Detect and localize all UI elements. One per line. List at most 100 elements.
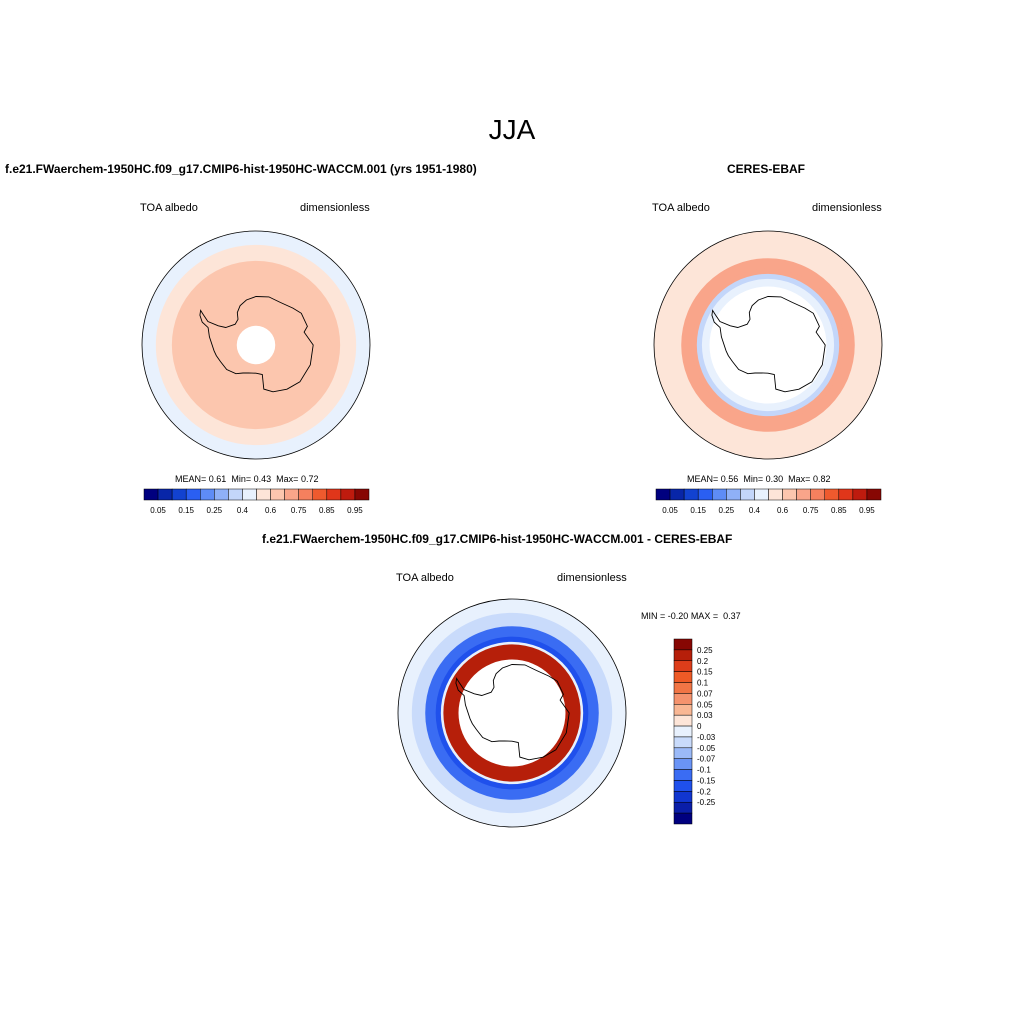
colorbar-tick-label: -0.03 <box>697 733 716 742</box>
coastline <box>711 296 826 393</box>
colorbar-box <box>326 488 342 501</box>
colorbar-tick-label: 0.25 <box>207 506 223 515</box>
panel2-max-label: Max= <box>788 474 811 484</box>
panel2-max-value: 0.82 <box>812 474 831 484</box>
colorbar-box <box>740 488 755 501</box>
colorbar-box <box>340 488 356 501</box>
colorbar-tick-label: 0.25 <box>719 506 735 515</box>
panel1-max-value: 0.72 <box>300 474 319 484</box>
colorbar-tick-label: 0.6 <box>777 506 789 515</box>
colorbar-box <box>655 488 671 501</box>
panel1-min-value: 0.43 <box>253 474 272 484</box>
colorbar-box <box>673 801 693 814</box>
panel2-min-label: Min= <box>743 474 764 484</box>
colorbar-tick-label: 0.6 <box>265 506 277 515</box>
colorbar-box <box>866 488 882 501</box>
colorbar-box <box>712 488 727 501</box>
colorbar-box <box>242 488 257 501</box>
colorbar-box <box>852 488 868 501</box>
colorbar-box <box>185 488 201 501</box>
panel3-max-label: MAX = <box>690 611 719 621</box>
panel1-right-label: dimensionless <box>300 202 370 214</box>
colorbar-box <box>673 780 693 792</box>
colorbar-box <box>673 638 693 651</box>
panel1-min-label: Min= <box>231 474 252 484</box>
panel3-min-label: MIN = <box>641 611 666 621</box>
colorbar-box <box>810 488 825 501</box>
zone-6 <box>458 659 566 767</box>
panel1-title: f.e21.FWaerchem-1950HC.f09_g17.CMIP6-his… <box>5 162 477 176</box>
colorbar-box <box>673 682 693 694</box>
colorbar-box <box>256 488 271 501</box>
colorbar-tick-label: 0.2 <box>697 657 709 666</box>
colorbar-box <box>754 488 769 501</box>
colorbar-tick-label: -0.1 <box>697 766 711 775</box>
colorbar-box <box>824 488 840 501</box>
colorbar-box <box>673 704 693 716</box>
zone-6 <box>709 286 827 404</box>
figure-title: JJA <box>488 114 536 145</box>
colorbar-tick-label: 0.05 <box>697 700 713 709</box>
coastline <box>455 664 570 761</box>
colorbar-box <box>673 812 693 825</box>
colorbar-box <box>673 791 693 803</box>
panel2-mean-value: 0.56 <box>720 474 739 484</box>
panel3-max-value: 0.37 <box>723 611 741 621</box>
colorbar-box <box>673 725 693 738</box>
colorbar-tick-label: -0.25 <box>697 798 716 807</box>
colorbar-box <box>673 747 693 759</box>
colorbar-box <box>673 671 693 683</box>
colorbar-tick-label: 0.1 <box>697 679 709 688</box>
colorbar-box <box>796 488 811 501</box>
colorbar-box <box>683 488 699 501</box>
colorbar-tick-label: 0.15 <box>690 506 706 515</box>
colorbar-box <box>228 488 243 501</box>
colorbar-tick-label: 0.85 <box>831 506 847 515</box>
panel2-mean-label: MEAN= <box>687 474 719 484</box>
colorbar-box <box>673 660 693 672</box>
colorbar-tick-label: 0 <box>697 722 702 731</box>
colorbar-tick-label: 0.75 <box>803 506 819 515</box>
colorbar-box <box>312 488 328 501</box>
colorbar-tick-label: -0.07 <box>697 755 716 764</box>
colorbar-tick-label: -0.15 <box>697 776 716 785</box>
coastline <box>199 296 314 393</box>
panel3-title: f.e21.FWaerchem-1950HC.f09_g17.CMIP6-his… <box>262 532 733 546</box>
colorbar-box <box>270 488 285 501</box>
panel1-left-label: TOA albedo <box>140 202 198 214</box>
colorbar-box <box>673 649 693 662</box>
colorbar-box <box>673 714 693 727</box>
colorbar-box <box>768 488 783 501</box>
colorbar-box <box>726 488 741 501</box>
colorbar-box <box>782 488 797 501</box>
colorbar-tick-label: 0.75 <box>291 506 307 515</box>
colorbar-1: 0.05 0.15 0.25 0.4 0.6 0.75 0.85 0.95 <box>143 488 370 515</box>
colorbar-box <box>157 488 173 501</box>
colorbar-tick-label: 0.85 <box>319 506 335 515</box>
panel2-min-value: 0.30 <box>765 474 784 484</box>
map-panel-3 <box>397 598 627 828</box>
colorbar-box <box>200 488 215 501</box>
colorbar-2: 0.05 0.15 0.25 0.4 0.6 0.75 0.85 0.95 <box>655 488 882 515</box>
colorbar-box <box>697 488 713 501</box>
panel2-right-label: dimensionless <box>812 202 882 214</box>
colorbar-tick-label: -0.05 <box>697 744 716 753</box>
colorbar-tick-label: 0.25 <box>697 646 713 655</box>
panel1-stats: MEAN= 0.61 Min= 0.43 Max= 0.72 <box>175 474 318 484</box>
colorbar-tick-label: 0.95 <box>347 506 363 515</box>
colorbar-tick-label: 0.4 <box>749 506 761 515</box>
map-boundary <box>141 230 371 460</box>
colorbar-box <box>838 488 854 501</box>
colorbar-box <box>673 736 693 749</box>
colorbar-tick-label: 0.15 <box>697 668 713 677</box>
colorbar-box <box>214 488 229 501</box>
colorbar-box <box>171 488 187 501</box>
panel3-left-label: TOA albedo <box>396 572 454 584</box>
panel3-stats: MIN = -0.20 MAX = 0.37 <box>641 611 741 621</box>
colorbar-3: 0.25 0.2 0.15 0.10.07 0.05 0.03 0 -0.03 -0.05 -0.… <box>673 638 716 825</box>
panel2-left-label: TOA albedo <box>652 202 710 214</box>
colorbar-tick-label: 0.05 <box>662 506 678 515</box>
colorbar-box <box>298 488 313 501</box>
colorbar-tick-label: -0.2 <box>697 787 711 796</box>
map-boundary <box>653 230 883 460</box>
